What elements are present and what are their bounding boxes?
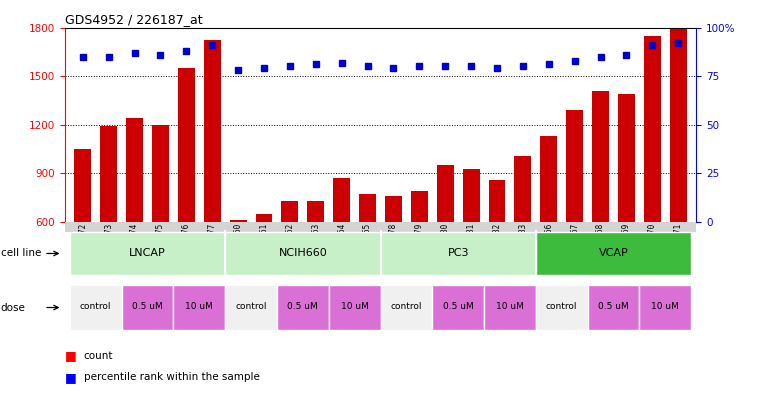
Bar [432, 285, 484, 330]
Text: 10 uM: 10 uM [496, 302, 524, 311]
Bar [70, 285, 122, 330]
Bar [225, 285, 277, 330]
Bar [380, 232, 536, 275]
Bar [536, 232, 691, 275]
Text: GSM1359783: GSM1359783 [518, 222, 527, 269]
Bar [333, 178, 350, 319]
Text: GSM1359772: GSM1359772 [78, 222, 88, 269]
Text: LNCAP: LNCAP [129, 248, 166, 257]
Text: GSM1359778: GSM1359778 [389, 222, 398, 269]
Text: 10 uM: 10 uM [341, 302, 368, 311]
Bar [307, 201, 324, 319]
Text: GSM1359765: GSM1359765 [363, 222, 372, 269]
Text: GSM1359764: GSM1359764 [337, 222, 346, 269]
Text: control: control [80, 302, 112, 311]
Bar [385, 196, 402, 319]
Bar [484, 285, 536, 330]
Bar [230, 220, 247, 319]
Text: 10 uM: 10 uM [651, 302, 679, 311]
Text: 0.5 uM: 0.5 uM [598, 302, 629, 311]
Bar [126, 118, 143, 319]
Bar [670, 28, 686, 319]
Bar [204, 40, 221, 319]
Text: GSM1359781: GSM1359781 [466, 222, 476, 269]
Text: GSM1359767: GSM1359767 [570, 222, 579, 269]
Bar [536, 285, 587, 330]
Bar [70, 232, 225, 275]
Bar [437, 165, 454, 319]
Text: 0.5 uM: 0.5 uM [443, 302, 473, 311]
Bar [489, 180, 505, 319]
Text: GSM1359761: GSM1359761 [260, 222, 269, 269]
Bar [75, 149, 91, 319]
Text: control: control [390, 302, 422, 311]
Text: NCIH660: NCIH660 [279, 248, 327, 257]
Text: GSM1359766: GSM1359766 [544, 222, 553, 269]
Text: PC3: PC3 [447, 248, 469, 257]
Text: percentile rank within the sample: percentile rank within the sample [84, 372, 260, 382]
Bar [174, 285, 225, 330]
Text: GSM1359769: GSM1359769 [622, 222, 631, 269]
Text: count: count [84, 351, 113, 361]
Bar [122, 285, 174, 330]
Text: GSM1359782: GSM1359782 [492, 222, 501, 269]
Bar [152, 125, 169, 319]
Bar [587, 285, 639, 330]
Bar [256, 214, 272, 319]
Text: ■: ■ [65, 371, 76, 384]
Text: GSM1359762: GSM1359762 [285, 222, 295, 269]
Text: GSM1359777: GSM1359777 [208, 222, 217, 269]
Bar [644, 36, 661, 319]
Bar [282, 201, 298, 319]
Text: GSM1359760: GSM1359760 [234, 222, 243, 269]
Bar [540, 136, 557, 319]
Text: cell line: cell line [1, 248, 41, 259]
Bar [566, 110, 583, 319]
Bar [514, 156, 531, 319]
Text: GSM1359763: GSM1359763 [311, 222, 320, 269]
Bar [618, 94, 635, 319]
Text: ■: ■ [65, 349, 76, 362]
Bar [639, 285, 691, 330]
Text: GSM1359776: GSM1359776 [182, 222, 191, 269]
Text: VCAP: VCAP [599, 248, 629, 257]
Text: GDS4952 / 226187_at: GDS4952 / 226187_at [65, 13, 202, 26]
Text: GSM1359774: GSM1359774 [130, 222, 139, 269]
Bar [225, 232, 380, 275]
Text: GSM1359770: GSM1359770 [648, 222, 657, 269]
Text: GSM1359780: GSM1359780 [441, 222, 450, 269]
Text: control: control [235, 302, 267, 311]
Text: GSM1359773: GSM1359773 [104, 222, 113, 269]
Bar [380, 285, 432, 330]
Text: 0.5 uM: 0.5 uM [288, 302, 318, 311]
Bar [592, 91, 609, 319]
Text: dose: dose [1, 303, 26, 312]
Text: GSM1359768: GSM1359768 [596, 222, 605, 269]
Text: control: control [546, 302, 578, 311]
Bar [100, 127, 117, 319]
Bar [178, 68, 195, 319]
Text: GSM1359779: GSM1359779 [415, 222, 424, 269]
Bar [463, 169, 479, 319]
Bar [411, 191, 428, 319]
Text: GSM1359775: GSM1359775 [156, 222, 165, 269]
Text: 10 uM: 10 uM [186, 302, 213, 311]
Text: 0.5 uM: 0.5 uM [132, 302, 163, 311]
Bar [329, 285, 380, 330]
Bar [277, 285, 329, 330]
Bar [359, 195, 376, 319]
Text: GSM1359771: GSM1359771 [673, 222, 683, 269]
